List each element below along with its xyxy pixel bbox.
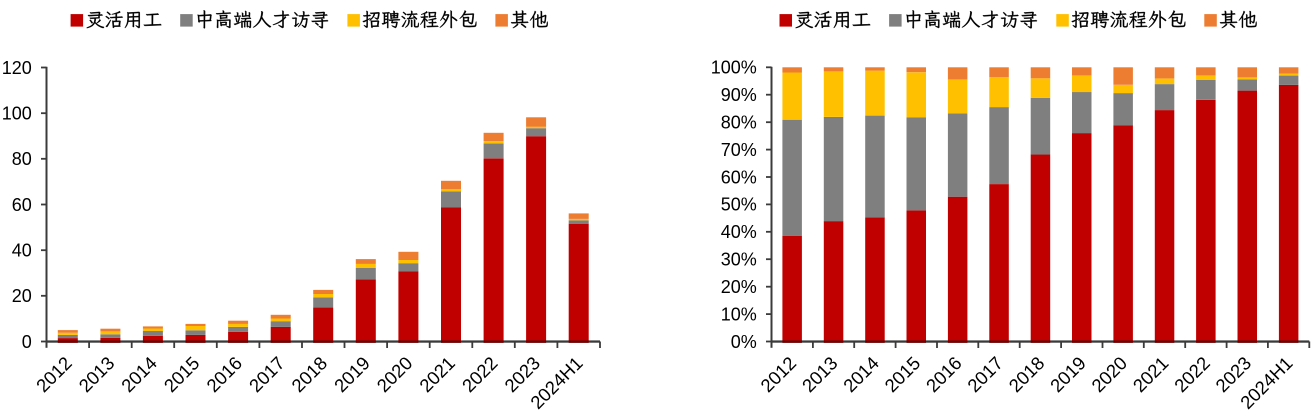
svg-text:80: 80: [12, 149, 32, 169]
svg-text:100%: 100%: [711, 58, 757, 78]
svg-text:120: 120: [2, 58, 32, 78]
svg-text:100: 100: [2, 104, 32, 124]
svg-text:80%: 80%: [721, 113, 757, 133]
svg-text:90%: 90%: [721, 85, 757, 105]
svg-text:40%: 40%: [721, 222, 757, 242]
svg-text:70%: 70%: [721, 140, 757, 160]
svg-text:50%: 50%: [721, 195, 757, 215]
svg-text:60%: 60%: [721, 167, 757, 187]
svg-text:30%: 30%: [721, 250, 757, 270]
svg-text:20%: 20%: [721, 277, 757, 297]
svg-text:40: 40: [12, 241, 32, 261]
svg-text:0%: 0%: [731, 332, 757, 352]
svg-text:0: 0: [22, 332, 32, 352]
svg-text:10%: 10%: [721, 304, 757, 324]
svg-text:60: 60: [12, 195, 32, 215]
svg-text:20: 20: [12, 286, 32, 306]
